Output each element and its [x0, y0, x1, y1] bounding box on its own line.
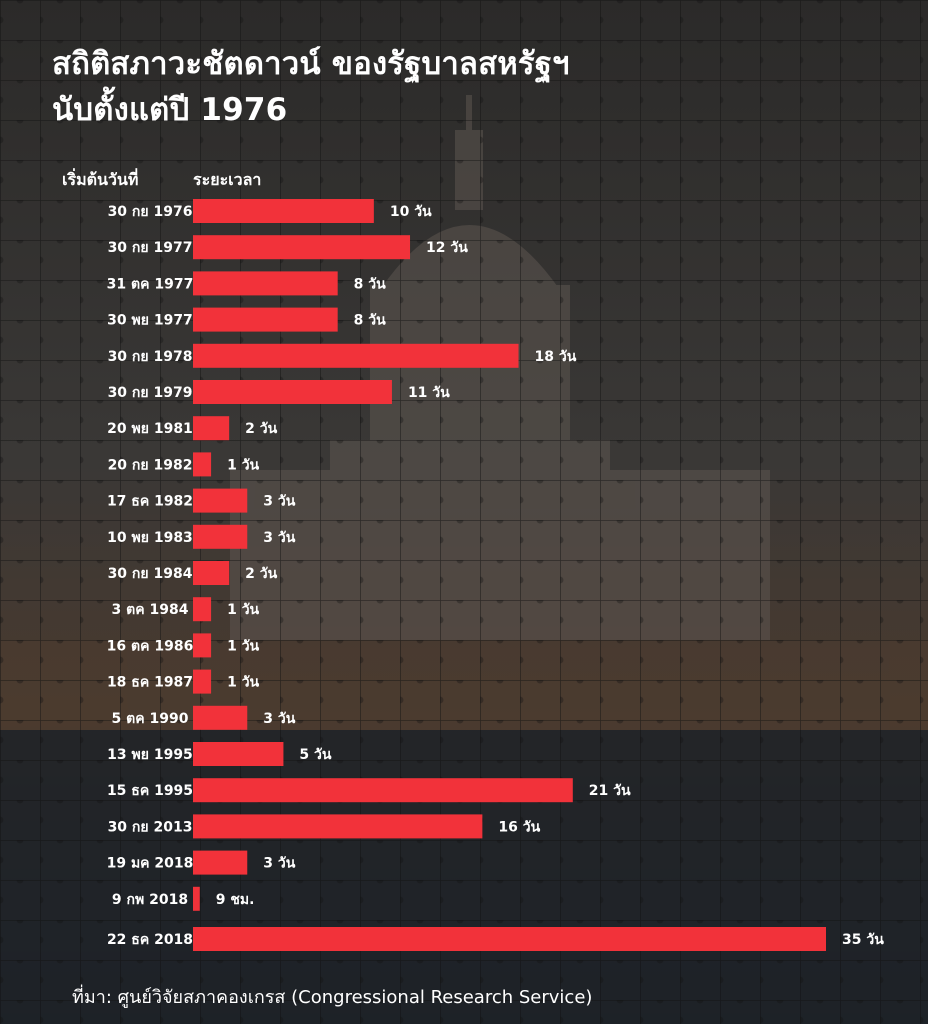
bar	[193, 416, 230, 441]
data-label: 16 วัน	[498, 819, 540, 835]
bar	[193, 778, 573, 803]
category-label: 17 ธค 1982	[107, 494, 193, 510]
data-label: 8 วัน	[354, 313, 386, 329]
category-label: 3 ตค 1984	[112, 602, 189, 618]
data-label: 10 วัน	[390, 204, 432, 220]
data-label: 18 วัน	[535, 349, 577, 365]
category-label: 18 ธค 1987	[107, 675, 193, 691]
bar	[193, 705, 248, 730]
category-label: 5 ตค 1990	[112, 711, 189, 727]
bar	[193, 199, 374, 223]
duration-column-header: ระยะเวลา	[193, 170, 262, 189]
bar	[193, 927, 826, 951]
category-label: 9 กพ 2018	[112, 892, 188, 908]
data-label: 1 วัน	[227, 457, 259, 473]
bar	[193, 380, 392, 404]
bar	[193, 524, 248, 549]
bar	[193, 669, 212, 694]
bar	[193, 271, 338, 296]
data-label: 2 วัน	[245, 566, 277, 582]
chart-title-line-2: นับตั้งแต่ปี 1976	[52, 92, 288, 128]
category-label: 19 มค 2018	[107, 856, 194, 872]
bar	[193, 488, 248, 513]
bar	[193, 597, 212, 622]
data-label: 1 วัน	[227, 638, 259, 654]
category-label: 16 ตค 1986	[107, 638, 194, 654]
data-label: 11 วัน	[408, 385, 450, 401]
bar	[193, 343, 519, 368]
category-label: 15 ธค 1995	[107, 783, 193, 799]
data-label: 8 วัน	[354, 276, 386, 292]
data-label: 21 วัน	[589, 783, 631, 799]
data-label: 1 วัน	[227, 602, 259, 618]
category-label: 30 กย 2013	[108, 819, 193, 835]
bar	[193, 814, 483, 839]
data-label: 9 ชม.	[216, 892, 255, 908]
source-note: ที่มา: ศูนย์วิจัยสภาคองเกรส (Congression…	[72, 987, 593, 1008]
data-label: 3 วัน	[263, 711, 295, 727]
category-label: 30 พย 1977	[107, 313, 193, 329]
bar	[193, 633, 212, 658]
category-label: 10 พย 1983	[107, 530, 193, 546]
data-label: 3 วัน	[263, 494, 295, 510]
bar	[193, 307, 338, 332]
chart-title-line-1: สถิติสภาวะชัตดาวน์ ของรัฐบาลสหรัฐฯ	[52, 46, 570, 82]
category-label: 13 พย 1995	[107, 747, 193, 763]
category-label: 22 ธค 2018	[107, 932, 193, 948]
bar	[193, 452, 212, 477]
data-label: 35 วัน	[842, 932, 884, 948]
category-label: 20 พย 1981	[107, 421, 193, 437]
bar	[193, 850, 248, 875]
category-label: 30 กย 1979	[108, 385, 193, 401]
category-label: 30 กย 1978	[108, 349, 193, 365]
category-label: 30 กย 1984	[108, 566, 193, 582]
data-label: 3 วัน	[263, 856, 295, 872]
category-label: 30 กย 1976	[108, 204, 193, 220]
category-label: 20 กย 1982	[108, 457, 193, 473]
bar	[193, 742, 284, 766]
data-label: 2 วัน	[245, 421, 277, 437]
data-label: 1 วัน	[227, 675, 259, 691]
data-label: 5 วัน	[299, 747, 331, 763]
bar	[193, 235, 411, 260]
data-label: 12 วัน	[426, 240, 468, 256]
category-label: 30 กย 1977	[108, 240, 193, 256]
bar	[193, 561, 230, 585]
bar	[193, 886, 200, 911]
data-label: 3 วัน	[263, 530, 295, 546]
start-date-column-header: เริ่มต้นวันที่	[62, 170, 139, 189]
category-label: 31 ตค 1977	[107, 276, 194, 292]
